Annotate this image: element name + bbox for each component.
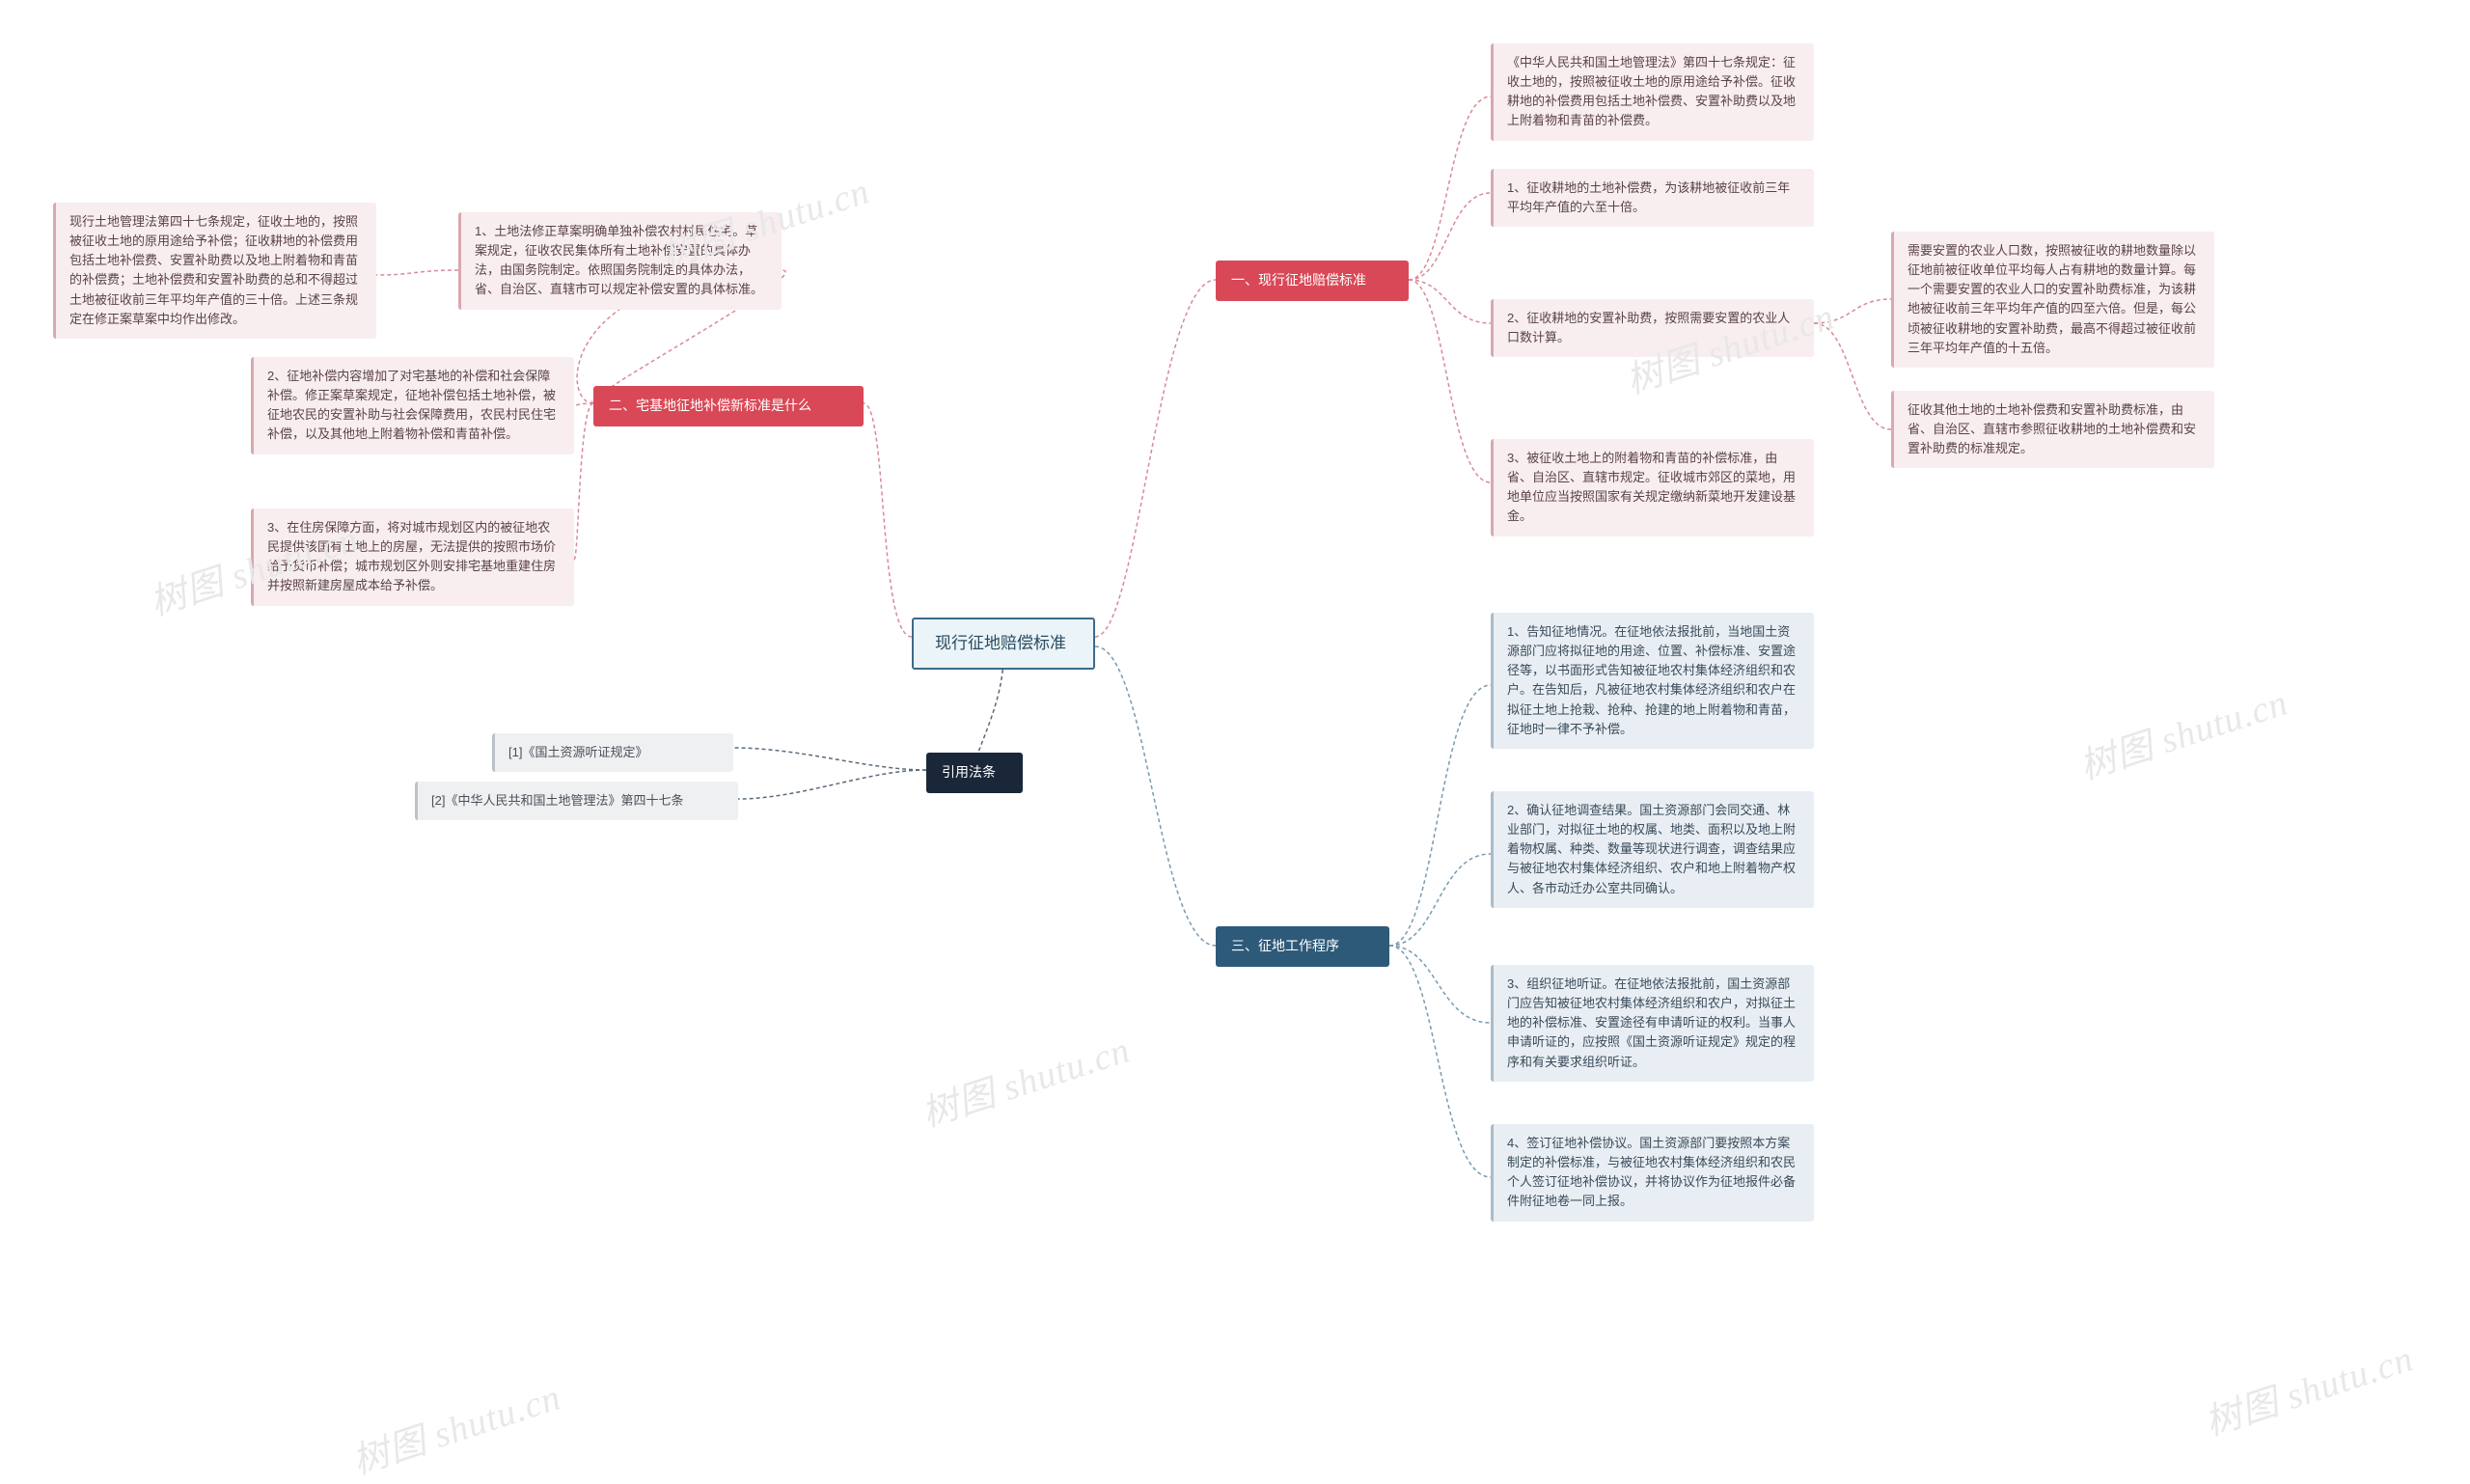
leaf-b2-3: 3、在住房保障方面，将对城市规划区内的被征地农民提供该国有土地上的房屋，无法提供… xyxy=(251,508,574,606)
leaf-b1-2: 2、征收耕地的安置补助费，按照需要安置的农业人口数计算。 xyxy=(1491,299,1814,357)
root-node: 现行征地赔偿标准 xyxy=(912,618,1095,670)
leaf-b1-3: 3、被征收土地上的附着物和青苗的补偿标准，由省、自治区、直辖市规定。征收城市郊区… xyxy=(1491,439,1814,536)
leaf-b2-1: 1、土地法修正草案明确单独补偿农村村民住宅。草案规定，征收农民集体所有土地补偿安… xyxy=(458,212,782,310)
leaf-b4-1: [1]《国土资源听证规定》 xyxy=(492,733,733,772)
branch-3: 三、征地工作程序 xyxy=(1216,926,1389,967)
leaf-b1-2a: 需要安置的农业人口数，按照被征收的耕地数量除以征地前被征收单位平均每人占有耕地的… xyxy=(1891,232,2214,368)
watermark: 树图 shutu.cn xyxy=(2072,673,2293,790)
leaf-b4-2: [2]《中华人民共和国土地管理法》第四十七条 xyxy=(415,782,738,820)
leaf-b3-2: 2、确认征地调查结果。国土资源部门会同交通、林业部门，对拟征土地的权属、地类、面… xyxy=(1491,791,1814,908)
leaf-b3-4: 4、签订征地补偿协议。国土资源部门要按照本方案制定的补偿标准，与被征地农村集体经… xyxy=(1491,1124,1814,1222)
watermark: 树图 shutu.cn xyxy=(344,1367,566,1484)
branch-4: 引用法条 xyxy=(926,753,1023,793)
watermark: 树图 shutu.cn xyxy=(2197,1329,2419,1446)
leaf-b1-1: 1、征收耕地的土地补偿费，为该耕地被征收前三年平均年产值的六至十倍。 xyxy=(1491,169,1814,227)
watermark: 树图 shutu.cn xyxy=(914,1020,1136,1138)
leaf-b1-0: 《中华人民共和国土地管理法》第四十七条规定：征收土地的，按照被征收土地的原用途给… xyxy=(1491,43,1814,141)
leaf-b3-3: 3、组织征地听证。在征地依法报批前，国土资源部门应告知被征地农村集体经济组织和农… xyxy=(1491,965,1814,1082)
branch-1: 一、现行征地赔偿标准 xyxy=(1216,261,1409,301)
branch-2: 二、宅基地征地补偿新标准是什么 xyxy=(593,386,864,426)
leaf-b3-1: 1、告知征地情况。在征地依法报批前，当地国土资源部门应将拟征地的用途、位置、补偿… xyxy=(1491,613,1814,749)
leaf-b1-2b: 征收其他土地的土地补偿费和安置补助费标准，由省、自治区、直辖市参照征收耕地的土地… xyxy=(1891,391,2214,468)
leaf-b2-2: 2、征地补偿内容增加了对宅基地的补偿和社会保障补偿。修正案草案规定，征地补偿包括… xyxy=(251,357,574,454)
leaf-b2-0: 现行土地管理法第四十七条规定，征收土地的，按照被征收土地的原用途给予补偿；征收耕… xyxy=(53,203,376,339)
